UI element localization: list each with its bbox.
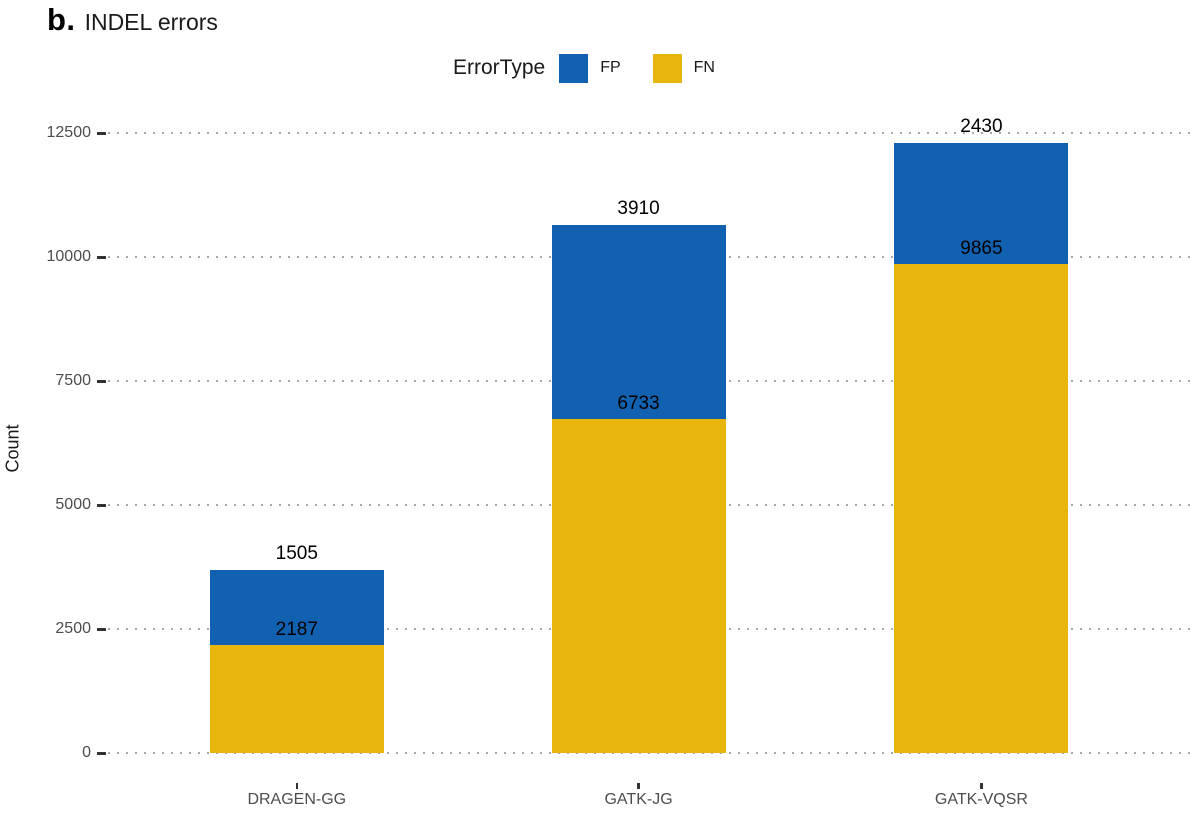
bar-GATK-JG-fn-segment: [551, 419, 726, 753]
y-axis-tick: [97, 256, 106, 259]
fn-color-swatch: [652, 53, 682, 83]
legend-item-fp: FP: [559, 53, 638, 83]
fn-value-label-GATK-VQSR: 9865: [960, 237, 1003, 259]
x-axis-tick-DRAGEN-GG: [295, 783, 299, 789]
y-tick-label: 0: [82, 744, 91, 761]
chart-title: b. INDEL errors: [47, 2, 218, 38]
fp-value-label-GATK-JG: 3910: [617, 198, 660, 220]
bar-DRAGEN-GG-fn-segment: [209, 644, 384, 753]
x-axis-tick-GATK-JG: [637, 783, 640, 789]
y-axis-tick: [97, 628, 106, 631]
legend-label-fn: FN: [693, 59, 715, 76]
y-axis-tick: [97, 752, 106, 755]
x-tick-label-GATK-VQSR: GATK-VQSR: [934, 791, 1028, 808]
fp-value-label-GATK-VQSR: 2430: [960, 116, 1003, 138]
y-axis-tick: [97, 380, 106, 383]
x-tick-label-GATK-JG: GATK-JG: [604, 791, 673, 808]
fn-value-label-GATK-JG: 6733: [617, 393, 660, 415]
y-axis-tick: [97, 504, 106, 507]
chart-title-text: INDEL errors: [84, 9, 218, 35]
legend: ErrorType FP FN: [0, 51, 1200, 85]
legend-label-fp: FP: [600, 59, 621, 76]
y-tick-label: 7500: [55, 372, 91, 389]
y-tick-label: 5000: [55, 496, 91, 513]
panel-letter: b.: [47, 2, 76, 37]
bar-GATK-VQSR-fn-segment: [894, 263, 1069, 753]
bar-DRAGEN-GG-fp-segment: [209, 569, 384, 645]
y-tick-label: 10000: [46, 248, 92, 265]
bar-GATK-VQSR-fp-segment: [894, 143, 1069, 264]
fp-value-label-DRAGEN-GG: 1505: [275, 542, 318, 564]
legend-item-fn: FN: [652, 53, 733, 83]
x-axis-tick-GATK-VQSR: [980, 783, 983, 789]
bar-GATK-JG-fp-segment: [551, 225, 726, 420]
y-axis-title: Count: [2, 424, 23, 473]
legend-title: ErrorType: [453, 56, 546, 79]
y-tick-label: 12500: [46, 124, 92, 141]
y-tick-label: 2500: [55, 620, 91, 637]
grid-line-12500: [108, 132, 1193, 134]
fp-color-swatch: [559, 53, 589, 83]
grid-line-0: [108, 752, 1193, 754]
fn-value-label-DRAGEN-GG: 2187: [275, 618, 318, 640]
x-tick-label-DRAGEN-GG: DRAGEN-GG: [247, 791, 347, 808]
y-axis-tick: [97, 132, 106, 135]
